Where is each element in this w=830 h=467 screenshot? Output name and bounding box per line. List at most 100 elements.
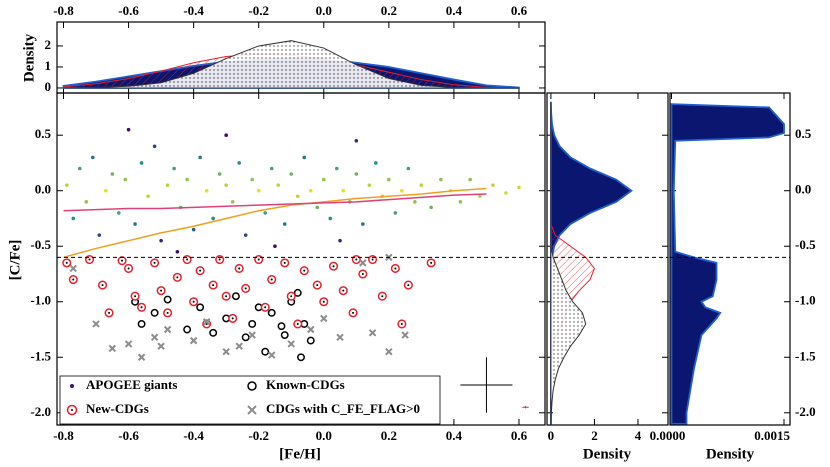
- new-cdg-center: [430, 261, 433, 264]
- legend-marker: [247, 405, 257, 415]
- giant-point: [84, 200, 89, 204]
- flag-cdg: [320, 314, 328, 323]
- panel-frame: [546, 92, 669, 426]
- giant-point: [468, 177, 472, 182]
- giant-point: [338, 238, 342, 243]
- giant-point: [204, 188, 209, 193]
- giant-point: [393, 211, 398, 215]
- new-cdg-center: [108, 311, 111, 314]
- giant-point: [315, 205, 320, 210]
- known-cdg: [297, 353, 305, 362]
- x-tick-label: -0.6: [118, 428, 139, 443]
- new-cdg-center: [88, 258, 91, 261]
- giant-point: [328, 216, 333, 221]
- giant-point: [217, 172, 222, 176]
- x-tick-label: -0.2: [248, 3, 269, 18]
- legend-marker: [71, 409, 73, 411]
- x-tick-label: -0.6: [118, 3, 139, 18]
- new-cdg-center: [394, 267, 397, 270]
- giant-point: [367, 183, 372, 187]
- new-cdg-center: [342, 289, 345, 292]
- giant-point: [400, 188, 404, 193]
- flag-cdg: [336, 333, 344, 341]
- known-cdg: [280, 331, 289, 340]
- flag-cdg: [287, 340, 295, 348]
- trend-line: [63, 187, 487, 259]
- new-cdg-center: [101, 284, 104, 287]
- x-tick-label: 0.4: [446, 3, 463, 18]
- new-cdg-center: [231, 317, 234, 320]
- new-cdg-center: [244, 287, 247, 290]
- giant-point: [361, 222, 365, 226]
- x-tick-label: 0.0: [316, 3, 332, 18]
- flag-cdg: [401, 331, 409, 339]
- legend-label: CDGs with C_FE_FLAG>0: [266, 401, 420, 416]
- right1-x-axis-label: Density: [583, 446, 632, 462]
- new-cdg-center: [127, 267, 130, 270]
- giant-point: [191, 227, 196, 232]
- x-axis-label: [Fe/H]: [279, 446, 321, 462]
- legend-label: New-CDGs: [86, 401, 149, 416]
- y-tick-label: 0.5: [35, 126, 52, 141]
- new-cdg-center: [257, 258, 260, 261]
- flag-cdg: [368, 329, 377, 337]
- giant-point: [341, 188, 346, 193]
- giant-point: [354, 172, 359, 176]
- giant-point: [71, 216, 76, 221]
- new-cdg-center: [296, 322, 299, 325]
- x-tick-label: 4: [635, 428, 642, 443]
- panel-frame: [669, 92, 791, 426]
- giant-point: [104, 188, 108, 193]
- new-cdg-center: [361, 272, 364, 275]
- x-tick-label: 0.0: [316, 428, 332, 443]
- giant-point: [224, 133, 228, 137]
- scatter-clip: [62, 127, 521, 362]
- giant-point: [224, 183, 228, 187]
- flag-cdg: [222, 348, 230, 356]
- y-tick-label: -2.0: [30, 404, 51, 419]
- legend-label: APOGEE giants: [86, 377, 177, 392]
- giant-point: [126, 127, 131, 132]
- giant-point: [139, 161, 144, 165]
- y-tick-label: 2: [45, 37, 52, 52]
- giant-point: [97, 233, 102, 237]
- flag-cdg: [189, 336, 198, 345]
- known-cdg: [209, 328, 218, 337]
- new-cdg-center: [316, 284, 319, 287]
- x-tick-label: 0.2: [381, 428, 397, 443]
- legend-box: [59, 375, 441, 425]
- giant-point: [165, 183, 170, 187]
- new-cdg-center: [72, 278, 75, 281]
- new-cdg-center: [65, 261, 68, 264]
- giant-point: [413, 200, 417, 204]
- flag-cdg: [92, 320, 100, 328]
- flag-cdg: [163, 325, 172, 334]
- known-cdg: [137, 320, 146, 328]
- known-cdg: [261, 347, 270, 356]
- flag-cdg: [157, 342, 165, 350]
- giant-point: [152, 144, 157, 149]
- y-tick-label: -1.0: [795, 293, 816, 308]
- giant-point: [237, 161, 241, 165]
- giant-point: [64, 183, 69, 187]
- right2-x-axis-label: Density: [706, 446, 755, 462]
- legend-label: Known-CDGs: [266, 377, 345, 392]
- x-tick-label: 2: [591, 428, 598, 443]
- giant-point: [406, 166, 411, 171]
- giant-point: [289, 172, 294, 176]
- panel-frame: [56, 21, 546, 94]
- giant-point: [243, 233, 248, 237]
- giant-point: [211, 216, 215, 221]
- giant-point: [419, 183, 424, 187]
- top-y-axis-label: Density: [21, 33, 37, 82]
- new-cdg-center: [407, 284, 410, 287]
- y-tick-label: -1.0: [30, 293, 51, 308]
- giant-point: [77, 166, 82, 171]
- giant-point: [123, 177, 128, 182]
- giant-point: [230, 200, 235, 204]
- giant-point: [159, 238, 163, 243]
- giant-point: [302, 155, 307, 160]
- flag-cdg: [202, 318, 211, 326]
- density-area: [63, 40, 519, 89]
